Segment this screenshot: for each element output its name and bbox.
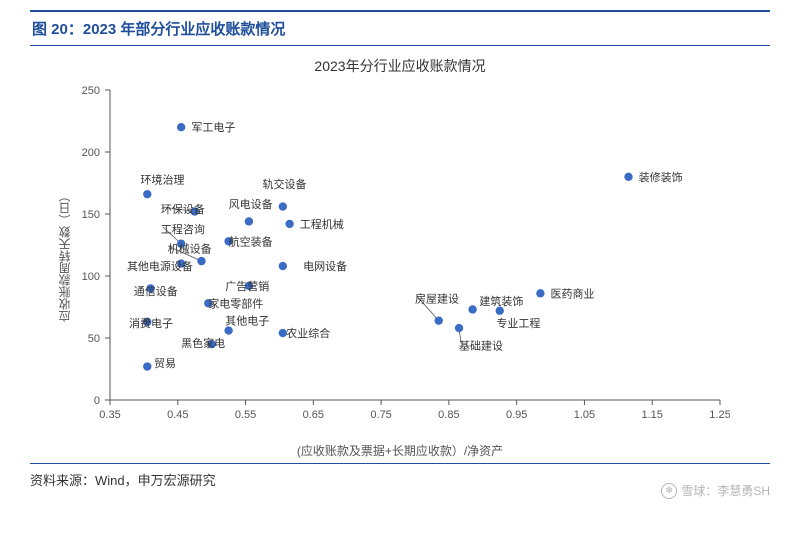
point-label: 工程咨询 (161, 222, 205, 236)
point-label: 农业综合 (286, 326, 330, 340)
point-label: 装修装饰 (639, 170, 683, 184)
chart-title: 2023年分行业应收账款情况 (30, 56, 770, 76)
scatter-point (496, 307, 504, 315)
svg-text:0.35: 0.35 (99, 409, 120, 421)
point-label: 轨交设备 (263, 177, 307, 191)
point-label: 广告营销 (225, 279, 269, 293)
point-label: 医药商业 (551, 286, 595, 300)
svg-text:1.25: 1.25 (709, 409, 730, 421)
y-axis-label: 应收账款周转天数（日） (56, 190, 73, 322)
scatter-point (285, 220, 293, 228)
svg-text:100: 100 (82, 271, 100, 283)
svg-text:50: 50 (88, 333, 100, 345)
point-label: 环境治理 (141, 172, 185, 186)
chart-canvas: 0 50 100 150 200 250 0.35 0.45 0.55 0.65 0.75 0.85 0… (30, 80, 730, 440)
svg-text:0.85: 0.85 (438, 409, 459, 421)
svg-text:150: 150 (82, 209, 100, 221)
scatter-point (279, 202, 287, 210)
scatter-point (435, 316, 443, 324)
point-label: 建筑装饰 (479, 294, 523, 308)
point-label: 航空装备 (229, 234, 273, 248)
svg-text:1.15: 1.15 (642, 409, 663, 421)
point-label: 机械设备 (168, 242, 212, 256)
point-label: 贸易 (154, 357, 176, 370)
scatter-point (245, 217, 253, 225)
scatter-point (177, 123, 185, 131)
svg-text:0.75: 0.75 (370, 409, 391, 421)
point-label: 专业工程 (496, 316, 540, 330)
scatter-point (624, 173, 632, 181)
watermark: ✻ 雪球：李慧勇SH (661, 482, 770, 499)
point-label: 基础建设 (459, 338, 503, 352)
svg-text:0.55: 0.55 (235, 409, 256, 421)
point-label: 房屋建设 (415, 291, 459, 305)
svg-text:0.45: 0.45 (167, 409, 188, 421)
point-label: 其他电子 (225, 315, 269, 328)
scatter-point (455, 324, 463, 332)
point-label: 消费电子 (129, 316, 173, 330)
figure-20: 图 20：2023 年部分行业应收账款情况 2023年分行业应收账款情况 应收账… (0, 0, 800, 533)
snowball-icon: ✻ (661, 483, 677, 499)
point-label: 黑色家电 (181, 336, 225, 350)
point-label: 家电零部件 (208, 296, 263, 310)
svg-text:1.05: 1.05 (574, 409, 595, 421)
scatter-point (143, 362, 151, 370)
svg-text:250: 250 (82, 85, 100, 97)
scatter-point (197, 257, 205, 265)
svg-text:0: 0 (94, 395, 100, 407)
figure-source: 资料来源：Wind，申万宏源研究 (30, 463, 770, 489)
scatter-point (536, 289, 544, 297)
point-label: 电网设备 (303, 259, 347, 273)
figure-outer-title: 图 20：2023 年部分行业应收账款情况 (30, 10, 770, 46)
x-axis-label: (应收账款及票据+长期应收款）/净资产 (30, 442, 770, 459)
watermark-text: 雪球：李慧勇SH (681, 482, 770, 499)
svg-text:0.65: 0.65 (303, 409, 324, 421)
svg-text:200: 200 (82, 147, 100, 159)
point-label: 工程机械 (300, 217, 344, 231)
point-label: 其他电源设备 (127, 259, 193, 273)
scatter-point (143, 190, 151, 198)
scatter-point (468, 305, 476, 313)
point-label: 军工电子 (191, 121, 235, 134)
point-label: 通信设备 (134, 284, 178, 298)
point-label: 风电设备 (229, 197, 273, 211)
scatter-point (279, 262, 287, 270)
point-label: 环保设备 (161, 202, 205, 216)
svg-text:0.95: 0.95 (506, 409, 527, 421)
scatter-plot: 应收账款周转天数（日） 0501001502002500.350.450.550… (30, 80, 770, 459)
